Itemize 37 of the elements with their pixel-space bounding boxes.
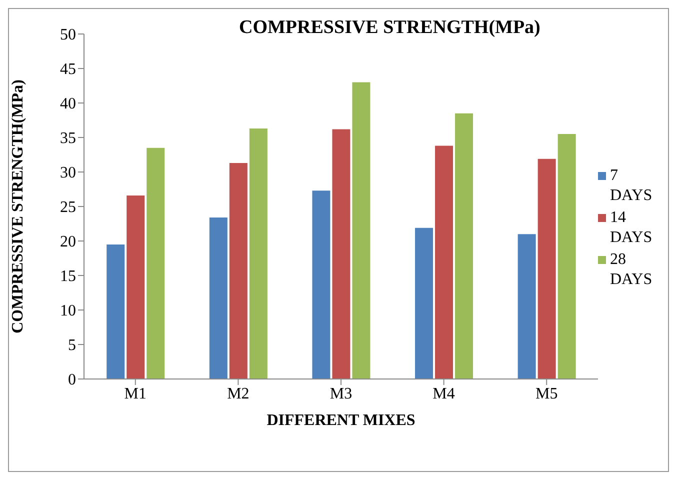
bar xyxy=(352,82,370,379)
y-tick-label: 5 xyxy=(68,337,76,354)
bar xyxy=(415,228,434,379)
bar xyxy=(229,163,248,379)
bar xyxy=(126,195,145,379)
bar xyxy=(435,146,454,379)
bar xyxy=(106,244,125,379)
bar xyxy=(312,190,330,379)
x-axis-title: DIFFERENT MIXES xyxy=(266,412,416,429)
y-tick-label: 15 xyxy=(60,268,76,286)
bar xyxy=(538,158,556,379)
y-tick-label: 50 xyxy=(60,26,76,44)
bar xyxy=(146,148,165,379)
legend-label: 28 DAYS xyxy=(610,250,652,290)
bar xyxy=(209,218,228,379)
bar xyxy=(332,129,350,379)
legend-label: 14 DAYS xyxy=(610,208,652,248)
y-tick-label: 40 xyxy=(60,96,76,113)
chart-title: COMPRESSIVE STRENGTH(MPa) xyxy=(239,17,540,39)
legend-label: 7 DAYS xyxy=(610,166,652,206)
y-tick-label: 30 xyxy=(60,164,76,182)
bar xyxy=(558,134,576,379)
y-tick-label: 35 xyxy=(60,130,76,148)
y-tick-label: 0 xyxy=(68,372,76,389)
bar xyxy=(249,128,268,379)
y-tick-label: 45 xyxy=(60,61,76,78)
x-tick-label: M5 xyxy=(535,385,558,402)
x-tick-label: M2 xyxy=(227,385,250,402)
y-tick-label: 25 xyxy=(60,199,76,216)
y-tick-label: 20 xyxy=(60,234,76,251)
y-axis-title: COMPRESSIVE STRENGTH(MPa) xyxy=(10,80,27,334)
bar xyxy=(455,113,474,379)
x-tick-label: M3 xyxy=(330,385,352,402)
x-tick-label: M1 xyxy=(124,385,147,402)
y-tick-label: 10 xyxy=(60,302,76,320)
bar xyxy=(518,234,536,379)
x-tick-label: M4 xyxy=(432,385,455,402)
